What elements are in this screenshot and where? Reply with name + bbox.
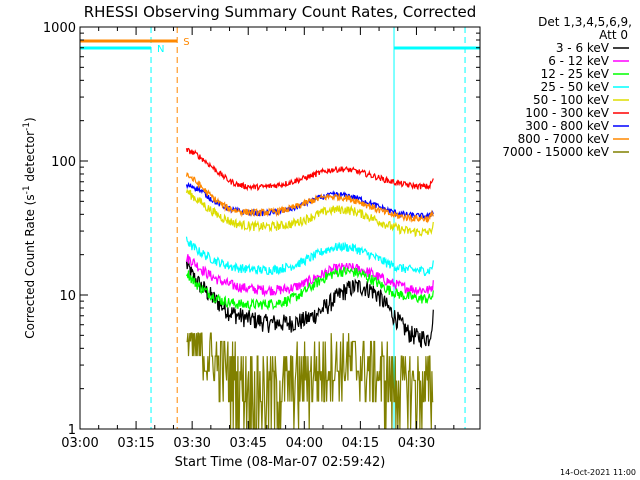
series-line-5 [185,147,434,192]
y-tick-label-1: 10 [59,289,76,304]
series-line-4 [185,188,434,238]
series-line-6 [185,181,434,221]
y-tick-label-0: 1 [68,423,76,438]
x-tick-label-6: 04:30 [398,436,435,451]
y-axis-title-exp2: -1 [22,122,32,131]
y-axis-title: Corrected Count Rate (s-1 detector-1) [22,117,37,338]
legend-label-3: 25 - 50 keV [541,80,610,94]
y-tick-label-3: 1000 [43,21,76,36]
y-axis-title-end: ) [23,117,37,122]
legend-label-1: 6 - 12 keV [548,54,610,68]
plot-frame [79,26,481,430]
plot-area: NS [79,27,480,430]
y-axis-title-mid: detector [23,131,37,186]
legend-label-7: 800 - 7000 keV [518,132,610,146]
flag-N-label: N [157,44,164,55]
legend-label-2: 12 - 25 keV [541,67,610,81]
series-line-7 [185,172,434,224]
chart-title: RHESSI Observing Summary Count Rates, Co… [84,3,477,21]
x-tick-label-2: 03:30 [173,436,210,451]
legend-header-line-1: Det 1,3,4,5,6,9, [538,15,632,29]
y-axis-title-main: Corrected Count Rate (s [23,194,37,338]
flag-S-label: S [183,37,189,48]
x-tick-label-1: 03:15 [117,436,154,451]
legend-label-8: 7000 - 15000 keV [502,145,609,159]
y-tick-label-2: 100 [51,155,76,170]
x-tick-label-3: 03:45 [229,436,266,451]
legend-label-6: 300 - 800 keV [525,119,609,133]
legend-header-line-2: Att 0 [599,28,628,42]
series-line-8 [186,332,434,430]
series-line-0 [185,259,434,349]
legend-label-5: 100 - 300 keV [525,106,609,120]
series-line-3 [185,236,434,277]
footer-date: 14-Oct-2021 11:00 [560,468,636,477]
x-tick-label-0: 03:00 [61,436,98,451]
legend-label-0: 3 - 6 keV [556,41,610,55]
series-line-2 [185,265,434,312]
x-axis-title: Start Time (08-Mar-07 02:59:42) [175,455,386,470]
x-tick-label-5: 04:15 [342,436,379,451]
y-axis-title-exp1: -1 [22,185,32,194]
x-tick-label-4: 04:00 [286,436,323,451]
series-line-1 [185,254,434,298]
legend-label-4: 50 - 100 keV [533,93,610,107]
